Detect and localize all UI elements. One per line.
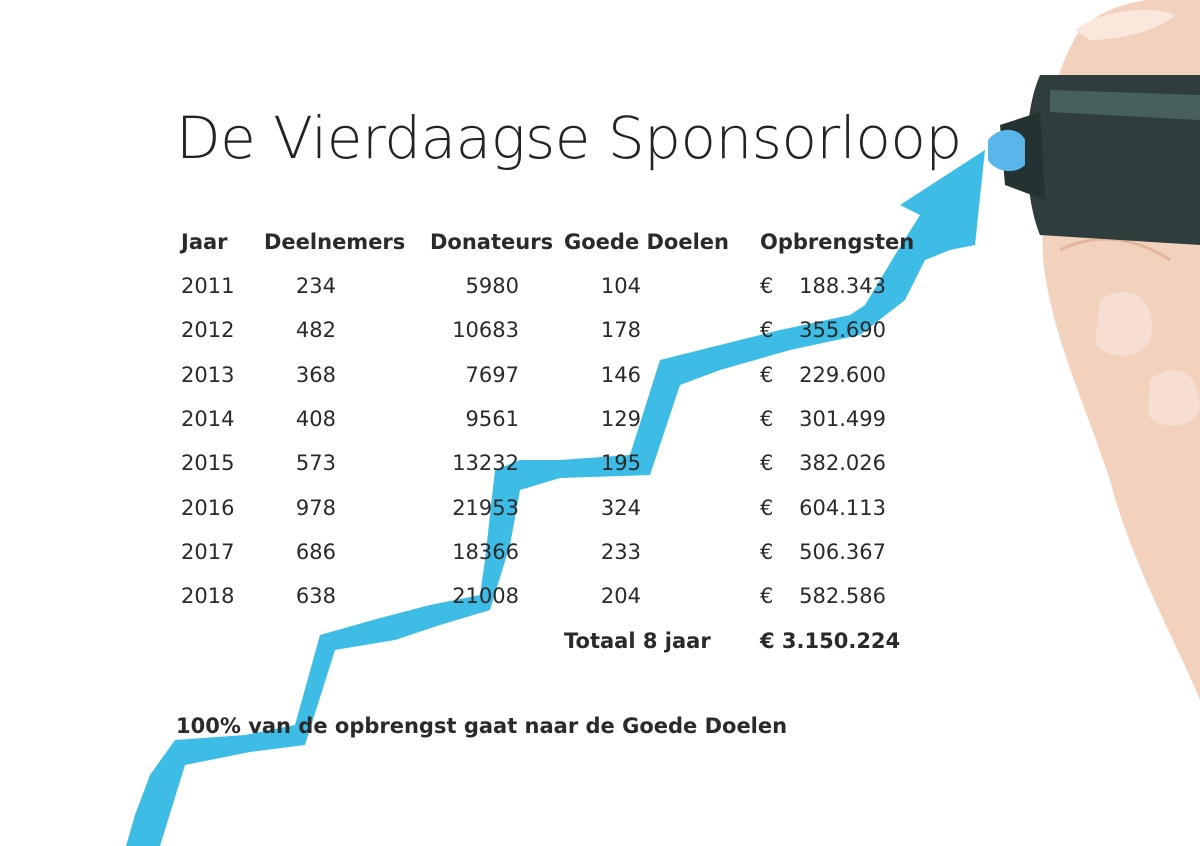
jaar-cell: 2014 <box>181 407 235 431</box>
donateurs-cell: 9561 <box>465 407 519 431</box>
deelnemers-cell: 978 <box>295 496 336 520</box>
header-opbrengsten: Opbrengsten <box>760 230 915 254</box>
deelnemers-cell: 482 <box>295 318 336 342</box>
donateurs-cell: 21953 <box>452 496 519 520</box>
footnote: 100% van de opbrengst gaat naar de Goede… <box>176 714 788 738</box>
header-jaar: Jaar <box>181 230 228 254</box>
deelnemers-cell: 408 <box>295 407 336 431</box>
total-value: € 3.150.224 <box>760 629 901 653</box>
header-goede-doelen: Goede Doelen <box>564 230 729 254</box>
opbrengsten-cell: 506.367 <box>799 540 886 564</box>
opbrengsten-cell: 355.690 <box>799 318 886 342</box>
currency-cell: € <box>760 363 774 387</box>
goede-doelen-cell: 104 <box>600 274 641 298</box>
opbrengsten-cell: 301.499 <box>799 407 886 431</box>
opbrengsten-cell: 382.026 <box>799 451 886 475</box>
goede-doelen-cell: 324 <box>600 496 641 520</box>
currency-cell: € <box>760 407 774 431</box>
deelnemers-cell: 573 <box>295 451 336 475</box>
currency-cell: € <box>760 540 774 564</box>
opbrengsten-cell: 604.113 <box>799 496 886 520</box>
jaar-cell: 2011 <box>181 274 235 298</box>
goede-doelen-cell: 204 <box>600 584 641 608</box>
donateurs-cell: 10683 <box>452 318 519 342</box>
currency-cell: € <box>760 451 774 475</box>
currency-cell: € <box>760 496 774 520</box>
jaar-cell: 2018 <box>181 584 235 608</box>
deelnemers-cell: 686 <box>295 540 336 564</box>
donateurs-cell: 5980 <box>465 274 519 298</box>
currency-cell: € <box>760 318 774 342</box>
opbrengsten-cell: 188.343 <box>799 274 886 298</box>
goede-doelen-cell: 195 <box>600 451 641 475</box>
page-title: De Vierdaagse Sponsorloop <box>176 104 962 172</box>
marker-pen-icon <box>988 75 1200 245</box>
goede-doelen-cell: 146 <box>600 363 641 387</box>
deelnemers-cell: 234 <box>295 274 336 298</box>
currency-cell: € <box>760 274 774 298</box>
jaar-cell: 2016 <box>181 496 235 520</box>
donateurs-cell: 18366 <box>452 540 519 564</box>
donateurs-cell: 7697 <box>465 363 519 387</box>
currency-cell: € <box>760 584 774 608</box>
jaar-cell: 2013 <box>181 363 235 387</box>
opbrengsten-cell: 582.586 <box>799 584 886 608</box>
header-deelnemers: Deelnemers <box>264 230 406 254</box>
goede-doelen-cell: 233 <box>600 540 641 564</box>
goede-doelen-cell: 129 <box>600 407 641 431</box>
jaar-cell: 2017 <box>181 540 235 564</box>
deelnemers-cell: 368 <box>295 363 336 387</box>
header-donateurs: Donateurs <box>430 230 554 254</box>
jaar-cell: 2015 <box>181 451 235 475</box>
jaar-cell: 2012 <box>181 318 235 342</box>
total-label: Totaal 8 jaar <box>564 629 711 653</box>
goede-doelen-cell: 178 <box>600 318 641 342</box>
opbrengsten-cell: 229.600 <box>799 363 886 387</box>
donateurs-cell: 21008 <box>452 584 519 608</box>
deelnemers-cell: 638 <box>295 584 336 608</box>
donateurs-cell: 13232 <box>452 451 519 475</box>
